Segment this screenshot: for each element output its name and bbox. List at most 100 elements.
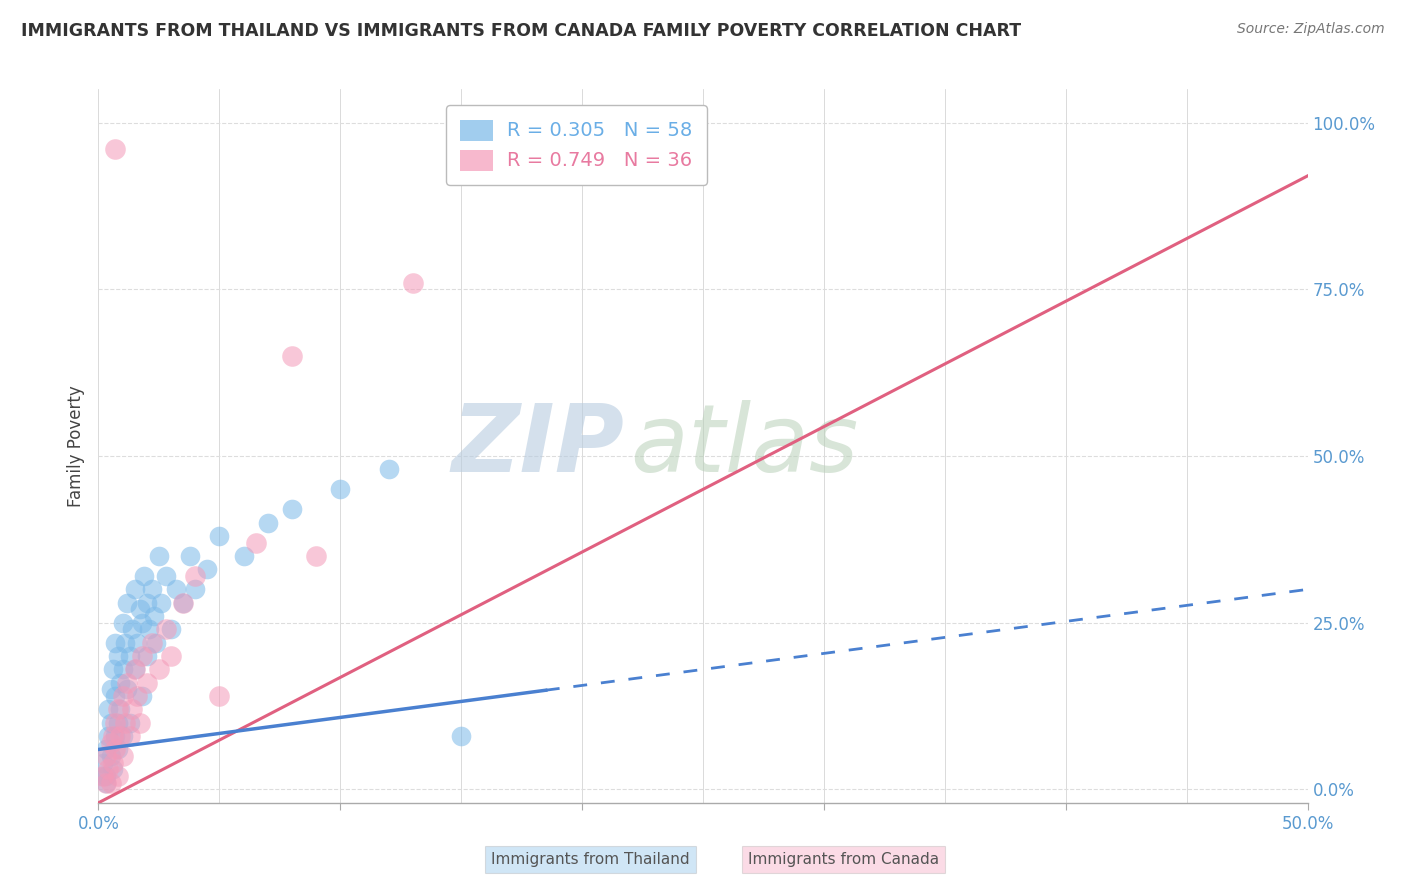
Point xyxy=(148,662,170,676)
Text: Source: ZipAtlas.com: Source: ZipAtlas.com xyxy=(1237,22,1385,37)
Point xyxy=(208,689,231,703)
Point xyxy=(121,702,143,716)
Point xyxy=(124,662,146,676)
Point xyxy=(104,715,127,730)
Point xyxy=(97,702,120,716)
Point xyxy=(150,596,173,610)
Point xyxy=(127,689,149,703)
Point xyxy=(100,736,122,750)
Point xyxy=(101,729,124,743)
Point xyxy=(172,596,194,610)
Point xyxy=(94,776,117,790)
Point xyxy=(111,729,134,743)
Point xyxy=(97,729,120,743)
Point xyxy=(94,749,117,764)
Point xyxy=(281,349,304,363)
Point xyxy=(245,535,267,549)
Point xyxy=(111,749,134,764)
Point xyxy=(143,609,166,624)
Point xyxy=(111,689,134,703)
Point xyxy=(97,763,120,777)
Point xyxy=(131,689,153,703)
Point xyxy=(141,582,163,597)
Point xyxy=(145,636,167,650)
Point xyxy=(118,729,141,743)
Point xyxy=(232,549,254,563)
Point xyxy=(114,636,136,650)
Legend: R = 0.305   N = 58, R = 0.749   N = 36: R = 0.305 N = 58, R = 0.749 N = 36 xyxy=(446,105,707,185)
Point xyxy=(450,729,472,743)
Point xyxy=(131,615,153,630)
Point xyxy=(305,549,328,563)
Point xyxy=(281,502,304,516)
Point xyxy=(108,675,131,690)
Point xyxy=(111,615,134,630)
Point xyxy=(104,742,127,756)
Point xyxy=(107,769,129,783)
Point xyxy=(179,549,201,563)
Point xyxy=(134,569,156,583)
Point xyxy=(117,682,139,697)
Text: Immigrants from Canada: Immigrants from Canada xyxy=(748,852,939,867)
Point xyxy=(94,742,117,756)
Point xyxy=(101,763,124,777)
Point xyxy=(111,662,134,676)
Point xyxy=(124,582,146,597)
Point xyxy=(107,715,129,730)
Point xyxy=(329,483,352,497)
Point xyxy=(114,715,136,730)
Point xyxy=(208,529,231,543)
Point xyxy=(131,649,153,664)
Point xyxy=(100,682,122,697)
Point xyxy=(141,636,163,650)
Point xyxy=(100,749,122,764)
Point xyxy=(377,462,399,476)
Point xyxy=(184,569,207,583)
Point xyxy=(91,769,114,783)
Point xyxy=(107,649,129,664)
Point xyxy=(104,729,127,743)
Point xyxy=(128,602,150,616)
Point xyxy=(118,715,141,730)
Point xyxy=(172,596,194,610)
Point xyxy=(135,649,157,664)
Text: IMMIGRANTS FROM THAILAND VS IMMIGRANTS FROM CANADA FAMILY POVERTY CORRELATION CH: IMMIGRANTS FROM THAILAND VS IMMIGRANTS F… xyxy=(21,22,1021,40)
Point xyxy=(108,729,131,743)
Text: ZIP: ZIP xyxy=(451,400,624,492)
Point xyxy=(104,142,127,156)
Point xyxy=(256,516,278,530)
Point xyxy=(117,596,139,610)
Point xyxy=(160,623,183,637)
Point xyxy=(121,623,143,637)
Point xyxy=(184,582,207,597)
Point xyxy=(91,756,114,770)
Point xyxy=(100,715,122,730)
Point xyxy=(108,702,131,716)
Point xyxy=(195,562,218,576)
Y-axis label: Family Poverty: Family Poverty xyxy=(66,385,84,507)
Point xyxy=(104,636,127,650)
Point xyxy=(101,662,124,676)
Text: Immigrants from Thailand: Immigrants from Thailand xyxy=(491,852,690,867)
Point xyxy=(104,689,127,703)
Point xyxy=(148,549,170,563)
Point xyxy=(91,769,114,783)
Point xyxy=(94,769,117,783)
Point xyxy=(94,776,117,790)
Point xyxy=(402,276,425,290)
Point xyxy=(165,582,187,597)
Point xyxy=(117,675,139,690)
Point xyxy=(118,649,141,664)
Point xyxy=(135,596,157,610)
Point xyxy=(107,702,129,716)
Point xyxy=(128,715,150,730)
Point xyxy=(155,623,177,637)
Point xyxy=(135,675,157,690)
Point xyxy=(124,662,146,676)
Point xyxy=(101,756,124,770)
Point xyxy=(107,742,129,756)
Point xyxy=(138,623,160,637)
Point xyxy=(160,649,183,664)
Text: atlas: atlas xyxy=(630,401,859,491)
Point xyxy=(100,776,122,790)
